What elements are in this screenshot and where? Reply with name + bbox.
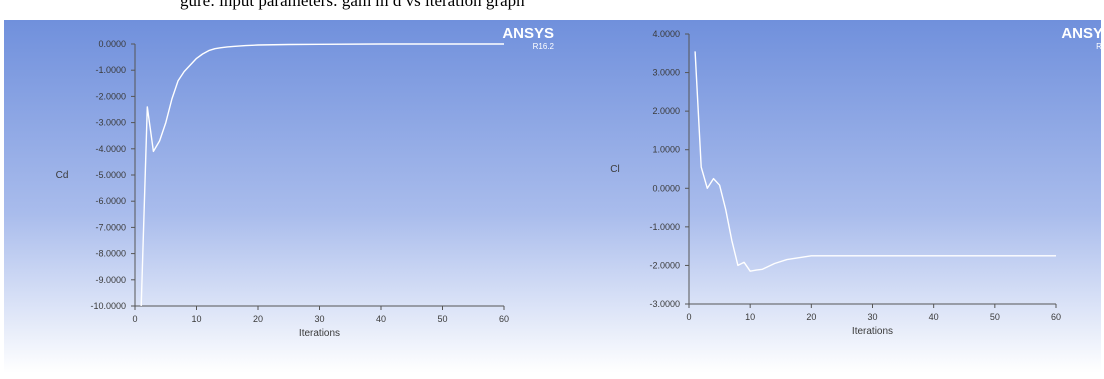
y-tick-label: -1.0000: [649, 222, 680, 232]
y-axis-label: Cl: [610, 164, 619, 175]
y-tick-label: -7.0000: [95, 222, 126, 232]
series-line-1: [694, 51, 1056, 272]
chart-background: [4, 20, 565, 373]
x-tick-label: 0: [132, 314, 137, 324]
y-tick-label: 3.0000: [652, 68, 680, 78]
x-tick-label: 50: [437, 314, 447, 324]
ansys-logo-text: ANSYS: [1061, 25, 1101, 42]
y-tick-label: -2.0000: [649, 260, 680, 270]
figure-caption: gure: input parameters: gam m d vs itera…: [180, 0, 525, 10]
cl-chart-panel: 4.0000 3.0000 2.0000 1.0000 0.0000 -1.0000 -2.…: [565, 20, 1101, 373]
x-tick-label: 20: [806, 312, 816, 322]
x-tick-label: 30: [314, 314, 324, 324]
y-tick-label: 1.0000: [652, 145, 680, 155]
x-tick-label: 0: [686, 312, 691, 322]
ansys-logo-text: ANSYS: [502, 25, 554, 42]
x-tick-label: 40: [929, 312, 939, 322]
y-tick-label: -2.0000: [95, 91, 126, 101]
x-tick-label: 30: [867, 312, 877, 322]
chart-background: [565, 20, 1101, 373]
y-tick-label: -10.0000: [90, 301, 126, 311]
cd-chart-panel: 0.0000 -1.0000 -2.0000 -3.0000 -4.0000 -5.000…: [4, 20, 565, 373]
x-tick-label: 20: [253, 314, 263, 324]
y-tick-label: -8.0000: [95, 249, 126, 259]
y-tick-label: 2.0000: [652, 106, 680, 116]
series-line-1: [140, 43, 504, 307]
cd-chart: 0.0000 -1.0000 -2.0000 -3.0000 -4.0000 -5.000…: [4, 20, 565, 373]
x-axis-label: Iterations: [299, 328, 340, 339]
x-tick-label: 60: [499, 314, 509, 324]
y-tick-label: 0.0000: [98, 39, 126, 49]
y-tick-label: -3.0000: [95, 118, 126, 128]
cl-chart: 4.0000 3.0000 2.0000 1.0000 0.0000 -1.0000 -2.…: [565, 20, 1101, 373]
ansys-logo-version: R16.: [1096, 42, 1101, 51]
x-tick-label: 40: [376, 314, 386, 324]
y-tick-label: -6.0000: [95, 196, 126, 206]
y-tick-label: 4.0000: [652, 29, 680, 39]
y-tick-label: -5.0000: [95, 170, 126, 180]
ansys-logo-version: R16.2: [533, 42, 555, 51]
y-tick-label: 0.0000: [652, 183, 680, 193]
x-tick-label: 10: [191, 314, 201, 324]
y-tick-label: -9.0000: [95, 275, 126, 285]
y-tick-label: -3.0000: [649, 299, 680, 309]
y-axis-label: Cd: [56, 170, 69, 181]
figure-caption-strip: gure: input parameters: gam m d vs itera…: [0, 0, 1104, 20]
x-tick-label: 50: [990, 312, 1000, 322]
y-tick-label: -4.0000: [95, 144, 126, 154]
y-tick-label: -1.0000: [95, 65, 126, 75]
x-axis-label: Iterations: [852, 326, 893, 337]
x-tick-label: 60: [1051, 312, 1061, 322]
x-tick-label: 10: [745, 312, 755, 322]
